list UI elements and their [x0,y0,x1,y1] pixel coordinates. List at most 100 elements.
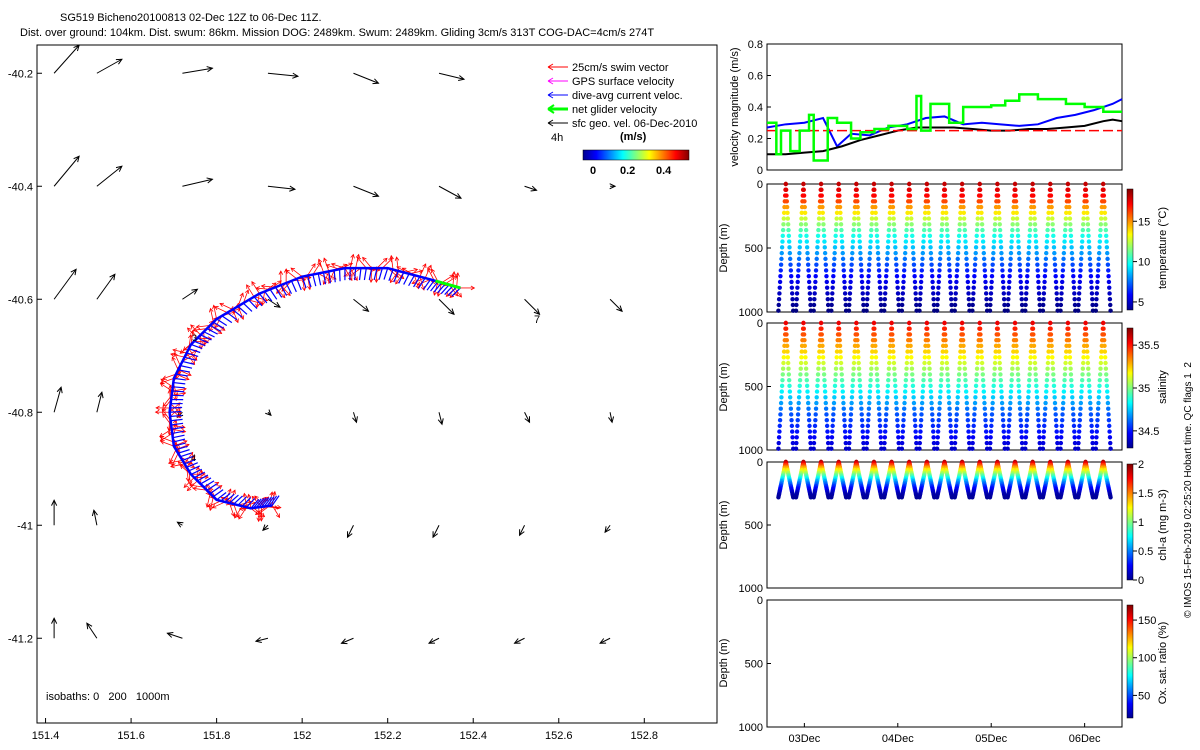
swim-vector [307,263,316,291]
colorbar-tick-1: 0.2 [620,165,635,177]
dive-profile [1040,459,1060,500]
dive-profile [846,181,866,313]
dac-vector [226,312,238,321]
depth-y-tick-label: 500 [745,382,763,394]
dac-vector [180,365,193,369]
velocity-series-line [766,98,1123,149]
dive-profile [1075,181,1096,313]
dive-profile [846,459,866,500]
geostrophic-arrow [437,412,444,426]
dac-vector [444,285,454,295]
swim-vector [257,491,274,515]
swim-vector [411,264,432,285]
chla-dots [776,459,1113,500]
geostrophic-arrow [352,412,358,424]
dac-vector [269,495,278,507]
dac-vector [253,296,263,307]
legend-item-dac: dive-avg current veloc. [572,90,683,102]
dive-profile [811,181,831,313]
geostrophic-arrow [599,637,611,644]
salinity-ylabel: Depth (m) [718,363,730,412]
colorbar-tick-label: 2 [1138,459,1144,471]
temperature-colorbar-label: temperature (°C) [1157,207,1169,289]
chla-colorbar [1126,463,1134,581]
time-x-tick-label: 04Dec [882,733,914,745]
dac-vector [203,331,215,338]
chla-panel: 0 500 1000 Depth (m) 2 1.5 1 0.5 0 chl-a (mg m… [718,457,1169,595]
map-annotation: 7 [534,314,540,326]
map-y-tick-label: -40.8 [8,407,33,419]
dac-vector [333,270,336,283]
dac-vector [296,278,302,291]
depth-y-tick-label: 0 [757,179,763,191]
dac-vector [358,268,362,281]
colorbar-tick-label: 5 [1138,297,1144,309]
dac-vector [408,274,415,287]
geostrophic-arrow [524,412,531,424]
title-line-1: SG519 Bicheno20100813 02-Dec 12Z to 06-D… [60,12,322,24]
dive-profile [899,459,919,500]
dac-vector [266,496,275,507]
dac-vector [193,340,206,347]
dac-vector [197,337,209,344]
dive-profile [1058,320,1078,451]
geostrophic-arrow [96,273,116,300]
dac-vector [451,287,461,297]
dac-vector [250,498,260,509]
time-x-tick-label: 05Dec [975,733,1007,745]
dac-vector [172,386,185,389]
oxygen-colorbar-label: Ox. sat. ratio (%) [1157,622,1169,705]
depth-y-tick-label: 1000 [739,307,763,319]
dive-profile [776,320,796,451]
dive-profile [1023,459,1043,500]
map-x-tick-label: 151.6 [117,730,145,742]
dac-vector [269,289,278,300]
dive-profile [987,459,1007,500]
map-x-tick-label: 152.8 [631,730,659,742]
dac-vector [190,343,203,350]
colorbar-tick-label: 35.5 [1138,340,1159,352]
velocity-series-line [767,118,1123,156]
dive-profile [1058,459,1078,500]
dive-profile [952,459,972,500]
colorbar-tick-label: 1 [1138,517,1144,529]
dac-vector [175,373,188,377]
dac-vector [206,483,218,491]
dive-profile [1040,320,1060,451]
time-x-tick-label: 03Dec [788,733,820,745]
dac-vector [393,270,399,283]
depth-y-tick-label: 0 [757,595,763,607]
time-x-tick-label: 06Dec [1069,733,1101,745]
dac-vector [178,369,191,373]
dive-profile [1093,320,1113,451]
geostrophic-arrow [427,637,440,644]
oxygen-colorbar [1126,604,1134,719]
dac-vector [233,495,243,505]
geostrophic-arrow [353,72,380,85]
glider-path [168,266,461,510]
dac-vector [306,275,312,288]
salinity-dots [776,320,1113,451]
dac-vector [220,492,231,502]
dac-vector [190,468,203,475]
dac-vector [184,356,197,361]
depth-y-tick-label: 0 [757,318,763,330]
colorbar-tick-label: 10 [1138,257,1150,269]
dac-vector [237,496,248,506]
geostrophic-arrow [53,155,80,187]
dac-vector [171,422,184,426]
oxygen-x-ticks: 03Dec 04Dec 05Dec 06Dec [788,723,1101,745]
geostrophic-arrow [254,637,269,643]
velocity-series [766,93,1123,162]
temperature-panel: 0 500 1000 Depth (m) 15 10 5 temperature (°C… [718,179,1169,319]
geostrophic-arrow [166,631,183,639]
dac-vector [317,273,322,286]
swim-vector [246,284,269,302]
colorbar-tick-label: 15 [1138,216,1150,228]
salinity-colorbar-label: salinity [1157,370,1169,404]
dac-vector [423,279,431,290]
dac-vector [242,302,253,312]
dive-profile [1023,320,1043,451]
swim-vector [159,428,187,438]
geostrophic-arrow [524,298,541,316]
